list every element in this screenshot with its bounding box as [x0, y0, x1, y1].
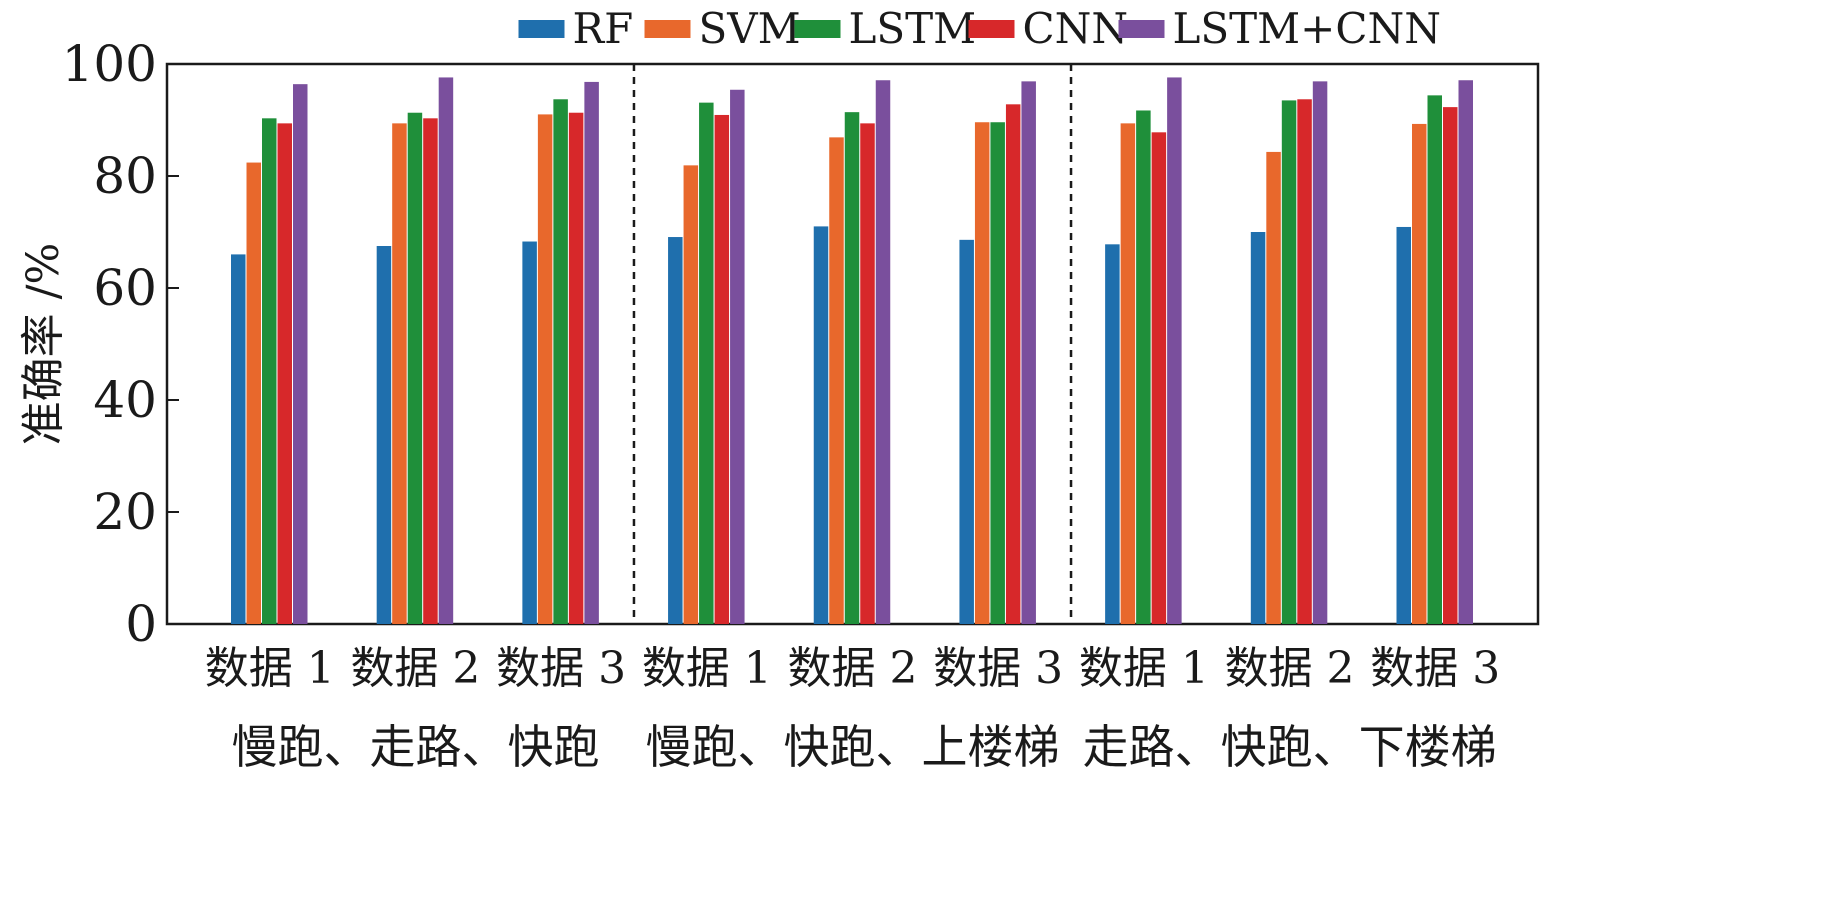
x-category-label: 数据 1: [1079, 643, 1209, 694]
x-category-label: 数据 2: [1225, 643, 1355, 694]
bar-rf: [1105, 244, 1120, 624]
x-category-label: 数据 3: [496, 643, 626, 694]
bar-svm: [537, 114, 553, 625]
bar-rf: [813, 226, 829, 624]
legend-swatch-rf: [518, 20, 565, 38]
legend-swatch-lstm: [794, 20, 841, 38]
legend-label: SVM: [699, 4, 801, 53]
y-tick-label: 60: [93, 259, 157, 317]
bar-svm: [1120, 123, 1136, 625]
bar-rf: [668, 237, 683, 625]
bar-lstm: [699, 102, 714, 624]
bar-rf: [376, 246, 392, 624]
legend-label: CNN: [1023, 4, 1129, 53]
bar-cnn: [277, 123, 292, 625]
legend-label: RF: [573, 4, 634, 53]
bar-lstm-cnn: [1021, 81, 1036, 625]
x-category-label: 数据 3: [933, 643, 1063, 694]
y-tick-label: 20: [93, 483, 157, 541]
y-tick-label: 40: [93, 371, 157, 429]
y-axis-title: 准确率 /%: [18, 243, 69, 446]
bar-svm: [974, 122, 990, 625]
bar-svm: [829, 137, 844, 625]
bar-lstm: [990, 122, 1005, 625]
x-category-label: 数据 1: [642, 643, 772, 694]
group-label: 慢跑、走路、快跑: [231, 720, 599, 774]
bar-rf: [959, 239, 974, 624]
legend-swatch-lstm-cnn: [1118, 20, 1165, 38]
bar-lstm-cnn: [1312, 81, 1328, 625]
x-category-label: 数据 1: [205, 643, 335, 694]
y-tick-label: 0: [125, 595, 157, 653]
bar-rf: [1250, 232, 1266, 624]
legend: RF SVM LSTM CNN LSTM+CNN: [518, 4, 1442, 53]
bar-lstm: [553, 99, 568, 624]
bar-rf: [231, 254, 246, 624]
x-category-label: 数据 2: [788, 643, 918, 694]
bar-svm: [392, 123, 407, 625]
bar-lstm-cnn: [875, 80, 891, 625]
bar-lstm-cnn: [584, 81, 599, 625]
bar-lstm: [262, 118, 277, 624]
bar-lstm: [407, 112, 423, 624]
y-tick-label: 100: [62, 35, 157, 93]
y-tick-label: 80: [93, 147, 157, 205]
bar-svm: [683, 165, 699, 625]
bar-lstm: [1136, 110, 1151, 625]
bar-lstm-cnn: [1458, 80, 1473, 625]
bar-cnn: [1005, 104, 1021, 624]
bar-lstm-cnn: [1167, 77, 1182, 624]
x-category-label: 数据 3: [1370, 643, 1500, 694]
legend-swatch-cnn: [968, 20, 1015, 38]
bar-cnn: [423, 118, 438, 624]
bar-lstm-cnn: [293, 84, 308, 624]
x-category-label: 数据 2: [350, 643, 480, 694]
bar-lstm-cnn: [730, 89, 745, 624]
bar-cnn: [860, 123, 875, 625]
bar-svm: [1266, 151, 1281, 625]
bar-rf: [1396, 226, 1411, 624]
bar-svm: [1412, 123, 1427, 625]
group-label: 走路、快跑、下楼梯: [1083, 720, 1497, 774]
legend-label: LSTM+CNN: [1173, 4, 1442, 53]
bar-cnn: [714, 114, 730, 625]
bar-lstm-cnn: [438, 77, 454, 624]
bar-cnn: [1443, 107, 1458, 625]
bar-rf: [522, 241, 537, 624]
bar-lstm: [1281, 100, 1297, 624]
bar-lstm: [844, 112, 860, 624]
bar-lstm: [1427, 95, 1442, 625]
bar-cnn: [568, 112, 584, 624]
plot-area: 0 20 40 60 80 100 数据 1 数据 2 数据 3 数据 1 数据 2 数据 3 数据 1…: [62, 35, 1540, 774]
bar-svm: [246, 162, 261, 624]
group-label: 慢跑、快跑、上楼梯: [646, 720, 1060, 774]
bar-cnn: [1151, 132, 1167, 624]
bar-cnn: [1297, 99, 1312, 624]
legend-swatch-svm: [644, 20, 691, 38]
legend-label: LSTM: [849, 4, 977, 53]
